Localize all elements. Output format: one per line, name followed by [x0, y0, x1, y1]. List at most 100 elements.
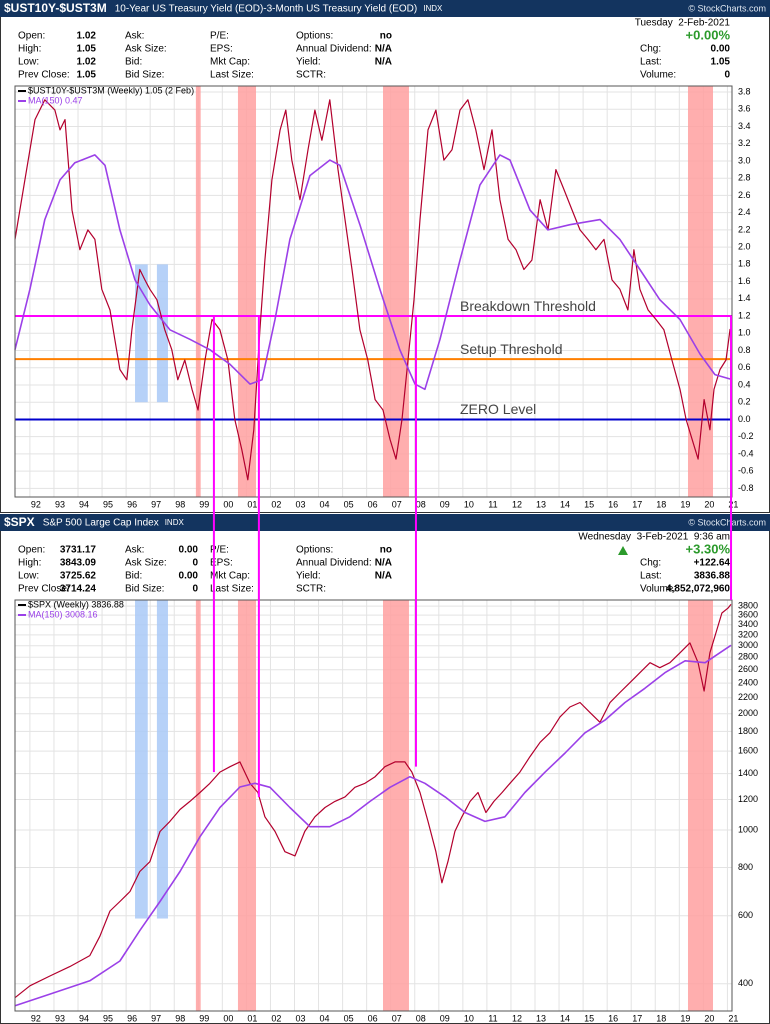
- y-tick-label: 2800: [738, 652, 758, 662]
- x-tick-label: 98: [175, 499, 185, 509]
- info-label: Bid:: [125, 57, 142, 68]
- y-tick-label: -0.6: [738, 466, 754, 476]
- x-tick-label: 04: [320, 1013, 330, 1023]
- x-tick-label: 12: [512, 499, 522, 509]
- x-tick-label: 11: [488, 1013, 497, 1023]
- x-tick-label: 18: [656, 1013, 666, 1023]
- y-tick-label: 0.0: [738, 414, 751, 424]
- stat-label: Last:: [640, 571, 662, 582]
- x-tick-label: 05: [344, 1013, 354, 1023]
- info-label: Low:: [18, 57, 39, 68]
- plot-frame: [14, 85, 733, 498]
- info-label: P/E:: [210, 31, 229, 42]
- y-tick-label: 2.2: [738, 224, 751, 234]
- info-value: 1.05: [77, 44, 97, 55]
- x-tick-label: 02: [271, 1013, 281, 1023]
- x-tick-label: 12: [512, 1013, 522, 1023]
- info-label: Yield:: [296, 57, 321, 68]
- y-tick-label: 3200: [738, 629, 758, 639]
- symbol: $SPX: [4, 515, 35, 529]
- shaded-period: [156, 600, 168, 919]
- x-tick-label: 01: [247, 499, 257, 509]
- info-label: Prev Close:: [18, 70, 70, 81]
- info-label: SCTR:: [296, 70, 326, 81]
- symbol: $UST10Y-$UST3M: [4, 1, 107, 15]
- y-tick-label: 2400: [738, 678, 758, 688]
- info-value: N/A: [375, 571, 392, 582]
- info-label: Yield:: [296, 571, 321, 582]
- x-tick-label: 01: [247, 1013, 257, 1023]
- threshold-label: ZERO Level: [460, 401, 536, 417]
- info-label: EPS:: [210, 558, 233, 569]
- stat-label: Chg:: [640, 44, 661, 55]
- info-label: Low:: [18, 571, 39, 582]
- change-pct: +0.00%: [686, 27, 731, 42]
- y-tick-label: -0.4: [738, 448, 754, 458]
- info-label: P/E:: [210, 545, 229, 556]
- x-tick-label: 02: [271, 499, 281, 509]
- shaded-period: [195, 86, 201, 497]
- info-label: Ask:: [125, 31, 144, 42]
- x-tick-label: 21: [728, 1013, 738, 1023]
- info-label: Last Size:: [210, 584, 254, 595]
- x-tick-label: 07: [392, 499, 402, 509]
- x-tick-label: 17: [632, 499, 642, 509]
- y-tick-label: 1.4: [738, 293, 751, 303]
- shaded-period: [687, 86, 713, 497]
- info-label: EPS:: [210, 44, 233, 55]
- y-tick-label: 3000: [738, 640, 758, 650]
- x-tick-label: 95: [103, 1013, 113, 1023]
- x-tick-label: 10: [464, 1013, 474, 1023]
- legend-label: MA(150) 0.47: [28, 95, 83, 105]
- x-tick-label: 98: [175, 1013, 185, 1023]
- series-line: [14, 99, 731, 481]
- stat-value: 0: [724, 70, 730, 81]
- x-tick-label: 93: [55, 1013, 65, 1023]
- info-value: 3843.09: [60, 558, 97, 569]
- x-tick-label: 06: [368, 1013, 378, 1023]
- y-tick-label: 2.0: [738, 242, 751, 252]
- change-pct: +3.30%: [686, 541, 731, 556]
- title: 10-Year US Treasury Yield (EOD)-3-Month …: [115, 4, 418, 15]
- up-arrow: [618, 546, 628, 555]
- x-tick-label: 09: [440, 1013, 450, 1023]
- x-tick-label: 19: [680, 1013, 690, 1023]
- source: © StockCharts.com: [688, 3, 766, 13]
- shaded-period: [135, 264, 148, 403]
- x-tick-label: 07: [392, 1013, 402, 1023]
- y-tick-label: 3.8: [738, 86, 751, 96]
- info-value: 3714.24: [60, 584, 97, 595]
- y-tick-label: 3.6: [738, 104, 751, 114]
- info-label: Mkt Cap:: [210, 57, 250, 68]
- y-tick-label: 2.8: [738, 173, 751, 183]
- x-tick-label: 96: [127, 1013, 137, 1023]
- info-value: 3731.17: [60, 545, 97, 556]
- x-tick-label: 17: [632, 1013, 642, 1023]
- y-tick-label: 2000: [738, 708, 758, 718]
- x-tick-label: 92: [31, 499, 41, 509]
- legend-label: $SPX (Weekly) 3836.88: [28, 599, 124, 609]
- shaded-period: [135, 600, 148, 919]
- shaded-period: [383, 600, 409, 1011]
- info-label: Options:: [296, 31, 333, 42]
- y-tick-label: 600: [738, 910, 753, 920]
- info-label: Annual Dividend:: [296, 558, 372, 569]
- info-label: Annual Dividend:: [296, 44, 372, 55]
- threshold-label: Setup Threshold: [460, 341, 562, 357]
- info-label: Ask Size:: [125, 558, 167, 569]
- info-value: 0: [192, 584, 198, 595]
- info-value: 3725.62: [60, 571, 97, 582]
- stat-value: 4,852,072,960: [666, 584, 730, 595]
- x-tick-label: 08: [416, 1013, 426, 1023]
- source: © StockCharts.com: [688, 517, 766, 527]
- plot-frame: [14, 599, 733, 1012]
- x-tick-label: 97: [151, 499, 161, 509]
- x-tick-label: 94: [79, 1013, 89, 1023]
- x-tick-label: 16: [608, 1013, 618, 1023]
- stat-label: Last:: [640, 57, 662, 68]
- y-tick-label: 3400: [738, 619, 758, 629]
- info-value: 1.02: [77, 57, 97, 68]
- x-tick-label: 93: [55, 499, 65, 509]
- exchange: INDX: [165, 518, 185, 527]
